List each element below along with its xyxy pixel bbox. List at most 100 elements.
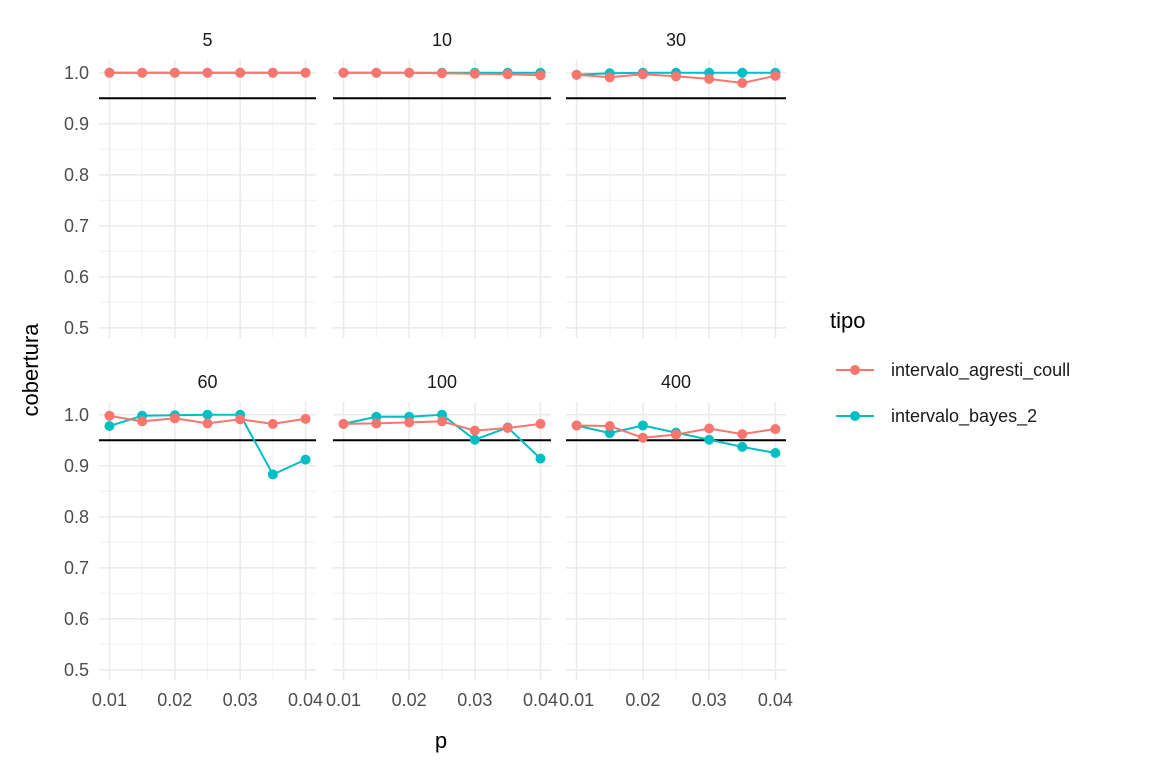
legend-label: intervalo_agresti_coull	[891, 360, 1070, 381]
data-point	[637, 69, 648, 80]
data-point	[535, 70, 546, 81]
data-point	[469, 434, 480, 445]
facet-panel: 100 0.01 0.02 0.03 0.04	[326, 372, 558, 710]
y-tick-label: 0.9	[64, 114, 89, 134]
y-tick-label: 0.8	[64, 507, 89, 527]
data-point	[704, 434, 715, 445]
legend-entry: intervalo_bayes_2	[836, 406, 1037, 427]
data-point	[437, 416, 447, 427]
y-tick-label: 0.5	[64, 660, 89, 680]
legend-key-point	[850, 365, 860, 375]
data-point	[737, 441, 748, 452]
data-point	[737, 77, 748, 88]
data-point	[770, 70, 781, 81]
data-point	[571, 69, 582, 80]
data-point	[604, 420, 615, 431]
data-point	[437, 68, 447, 79]
x-tick-label: 0.01	[559, 690, 594, 710]
y-tick-label: 0.9	[64, 456, 89, 476]
x-tick-label: 0.03	[457, 690, 492, 710]
facet-strip-label: 60	[197, 372, 217, 392]
data-point	[502, 423, 513, 434]
legend-title: tipo	[830, 308, 865, 333]
data-point	[535, 418, 546, 429]
data-point	[469, 68, 480, 79]
data-point	[338, 418, 349, 429]
y-tick-label: 0.5	[64, 318, 89, 338]
x-tick-label: 0.02	[392, 690, 427, 710]
data-point	[202, 418, 213, 429]
data-point	[202, 67, 213, 78]
facet-strip-label: 100	[427, 372, 457, 392]
x-tick-label: 0.04	[758, 690, 793, 710]
data-point	[104, 67, 115, 78]
data-point	[300, 67, 311, 78]
data-point	[404, 417, 415, 428]
x-tick-label: 0.02	[157, 690, 192, 710]
x-tick-label: 0.04	[523, 690, 558, 710]
data-point	[671, 429, 681, 440]
legend: tipo intervalo_agresti_coull intervalo_ba…	[830, 308, 1070, 427]
data-point	[104, 420, 115, 431]
facet-strip-label: 30	[666, 30, 686, 50]
x-tick-label: 0.04	[288, 690, 323, 710]
y-axis-title: cobertura	[18, 323, 43, 417]
facet-strip-label: 10	[432, 30, 452, 50]
data-point	[571, 420, 582, 431]
legend-label: intervalo_bayes_2	[891, 406, 1037, 427]
legend-entry: intervalo_agresti_coull	[836, 360, 1070, 381]
x-tick-label: 0.03	[223, 690, 258, 710]
data-point	[737, 429, 748, 440]
facet-panels: 5 0.5 0.6 0.7 0.8 0.9 1.0 10 30 60 0.5 0.6 0.7 0.8 0.9…	[64, 30, 793, 710]
facet-panel: 400 0.01 0.02 0.03 0.04	[559, 372, 793, 710]
data-point	[137, 416, 148, 427]
data-point	[169, 413, 180, 424]
y-tick-label: 1.0	[64, 405, 89, 425]
data-point	[404, 67, 415, 78]
facet-panel: 5 0.5 0.6 0.7 0.8 0.9 1.0	[64, 30, 316, 338]
data-point	[704, 423, 715, 434]
facet-panel: 30	[566, 30, 786, 338]
y-tick-label: 0.8	[64, 165, 89, 185]
y-tick-label: 0.6	[64, 267, 89, 287]
x-tick-label: 0.03	[692, 690, 727, 710]
data-point	[371, 67, 382, 78]
y-tick-label: 0.7	[64, 558, 89, 578]
data-point	[202, 409, 213, 420]
data-point	[637, 420, 648, 431]
data-point	[235, 414, 246, 425]
y-tick-label: 1.0	[64, 63, 89, 83]
y-tick-label: 0.7	[64, 216, 89, 236]
data-point	[371, 418, 382, 429]
data-point	[338, 67, 349, 78]
data-point	[300, 454, 311, 465]
data-point	[469, 425, 480, 436]
data-point	[104, 410, 115, 421]
facet-strip-label: 5	[202, 30, 212, 50]
x-tick-label: 0.02	[625, 690, 660, 710]
legend-key-point	[850, 411, 860, 421]
facet-panel: 10	[333, 30, 551, 338]
data-point	[267, 67, 278, 78]
data-point	[604, 72, 615, 83]
data-point	[604, 428, 615, 439]
data-point	[267, 418, 278, 429]
x-tick-label: 0.01	[92, 690, 127, 710]
y-tick-label: 0.6	[64, 609, 89, 629]
data-point	[770, 424, 781, 435]
data-point	[502, 69, 513, 80]
data-point	[137, 67, 148, 78]
facet-strip-label: 400	[661, 372, 691, 392]
data-point	[637, 432, 648, 443]
data-point	[737, 67, 748, 78]
x-axis-title: p	[435, 728, 447, 753]
data-point	[704, 73, 715, 84]
data-point	[235, 67, 246, 78]
data-point	[671, 71, 681, 82]
data-point	[169, 67, 180, 78]
data-point	[267, 469, 278, 480]
x-tick-label: 0.01	[326, 690, 361, 710]
data-point	[770, 448, 781, 459]
data-point	[300, 413, 311, 424]
